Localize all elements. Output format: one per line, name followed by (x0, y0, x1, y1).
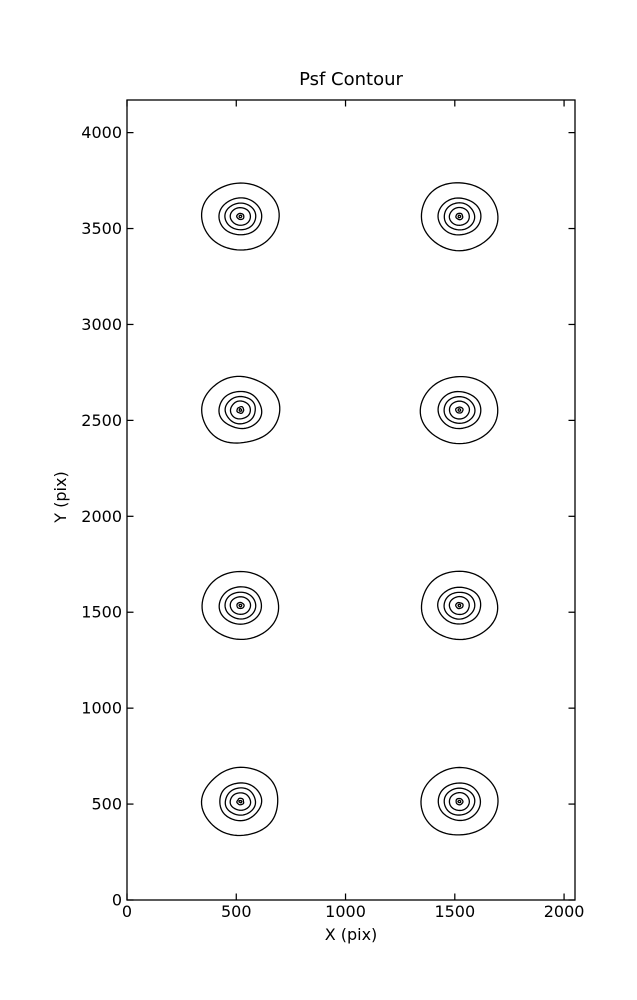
contour-ring-level-1 (201, 375, 281, 444)
chart-title: Psf Contour (299, 69, 403, 90)
y-tick-label: 500 (91, 795, 122, 814)
x-tick-label: 2000 (544, 902, 585, 921)
x-tick-label: 1500 (434, 902, 475, 921)
contour-ring-level-2 (218, 390, 263, 430)
y-tick-label: 1000 (81, 699, 122, 718)
contour-ring-level-6 (457, 799, 462, 804)
psf-cluster-1 (200, 182, 280, 251)
contour-ring-level-5 (236, 797, 245, 806)
contour-ring-level-1 (200, 182, 280, 251)
contour-ring-level-4 (448, 595, 470, 616)
contour-ring-level-6 (457, 408, 462, 412)
contour-ring-level-6 (457, 603, 462, 608)
y-tick-label: 2000 (81, 507, 122, 526)
y-tick-label: 1500 (81, 603, 122, 622)
psf-cluster-2 (420, 182, 499, 252)
contour-ring-level-2 (218, 197, 263, 236)
psf-cluster-4 (419, 375, 499, 445)
psf-cluster-6 (420, 570, 499, 641)
contour-ring-level-6 (238, 603, 243, 608)
contour-ring-level-5 (236, 601, 245, 610)
contour-ring-level-2 (437, 782, 482, 822)
contour-ring-level-4 (229, 400, 252, 420)
contour-ring-level-1 (200, 766, 279, 837)
contour-ring-level-5 (455, 797, 464, 806)
contour-ring-level-3 (443, 787, 476, 816)
contour-ring-level-4 (229, 207, 252, 226)
contour-ring-level-1 (420, 570, 499, 641)
contour-ring-level-3 (224, 202, 257, 231)
contour-ring-level-4 (448, 400, 471, 420)
y-tick-label: 3000 (81, 315, 122, 334)
psf-cluster-5 (201, 570, 280, 641)
contour-ring-level-1 (420, 766, 499, 836)
contour-ring-level-5 (455, 601, 464, 610)
x-tick-label: 0 (122, 902, 132, 921)
contour-ring-level-2 (218, 586, 263, 625)
contour-ring-level-3 (443, 396, 476, 424)
contour-ring-level-3 (224, 787, 257, 816)
y-tick-label: 0 (112, 891, 122, 910)
contour-ring-level-3 (443, 202, 476, 231)
contour-ring-level-6 (238, 799, 243, 804)
contour-ring-level-5 (236, 212, 245, 221)
contour-ring-level-4 (448, 206, 470, 226)
psf-cluster-8 (420, 766, 499, 836)
contour-ring-level-1 (419, 375, 499, 445)
x-tick-label: 500 (221, 902, 252, 921)
contour-ring-level-6 (238, 214, 243, 219)
contour-ring-level-4 (229, 596, 252, 615)
contour-ring-level-1 (201, 570, 280, 641)
contour-ring-level-5 (236, 405, 245, 414)
contour-ring-level-3 (443, 591, 476, 620)
psf-cluster-7 (200, 766, 279, 837)
contour-ring-level-2 (437, 390, 482, 430)
y-tick-label: 4000 (81, 123, 122, 142)
x-tick-label: 1000 (325, 902, 366, 921)
psf-cluster-3 (201, 375, 281, 444)
contour-ring-level-6 (457, 214, 462, 219)
y-tick-label: 2500 (81, 411, 122, 430)
contour-ring-level-1 (420, 182, 499, 252)
x-axis-label: X (pix) (324, 925, 378, 944)
axes-frame (126, 99, 576, 901)
contour-ring-level-4 (448, 791, 470, 812)
y-tick-label: 3500 (81, 219, 122, 238)
contour-ring-level-5 (455, 212, 464, 221)
contour-ring-level-5 (455, 406, 464, 414)
contour-ring-level-3 (224, 591, 257, 620)
contour-ring-level-2 (437, 586, 482, 625)
contour-ring-level-2 (219, 782, 263, 822)
contour-ring-level-2 (437, 197, 482, 236)
contour-ring-level-3 (224, 395, 256, 425)
contour-ring-level-4 (229, 792, 252, 811)
contour-ring-level-6 (238, 407, 243, 412)
y-axis-label: Y (pix) (51, 471, 70, 523)
